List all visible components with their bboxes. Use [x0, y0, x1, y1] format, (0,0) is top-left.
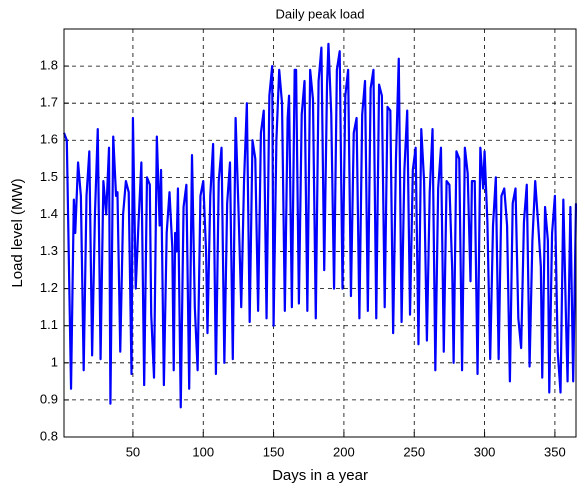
- x-tick-label: 50: [126, 444, 140, 459]
- y-tick-label: 1.1: [40, 317, 58, 332]
- plot-area: [64, 29, 576, 437]
- y-tick-label: 1.4: [40, 206, 58, 221]
- y-axis-label: Load level (MW): [9, 178, 26, 287]
- x-tick-label: 300: [474, 444, 496, 459]
- x-tick-label: 250: [403, 444, 425, 459]
- y-tick-label: 1.8: [40, 58, 58, 73]
- y-tick-label: 1.6: [40, 132, 58, 147]
- x-tick-label: 350: [544, 444, 566, 459]
- plot-frame: [63, 28, 577, 438]
- y-tick-label: 0.8: [40, 428, 58, 443]
- x-tick-label: 200: [333, 444, 355, 459]
- data-line: [62, 42, 577, 409]
- x-axis-label: Days in a year: [272, 467, 368, 484]
- x-tick-label: 100: [192, 444, 214, 459]
- chart-title: Daily peak load: [276, 6, 365, 21]
- y-tick-label: 1: [51, 354, 58, 369]
- x-tick-label: 150: [263, 444, 285, 459]
- y-tick-label: 1.3: [40, 243, 58, 258]
- y-tick-label: 0.9: [40, 391, 58, 406]
- y-tick-label: 1.5: [40, 169, 58, 184]
- y-tick-label: 1.2: [40, 280, 58, 295]
- y-tick-label: 1.7: [40, 95, 58, 110]
